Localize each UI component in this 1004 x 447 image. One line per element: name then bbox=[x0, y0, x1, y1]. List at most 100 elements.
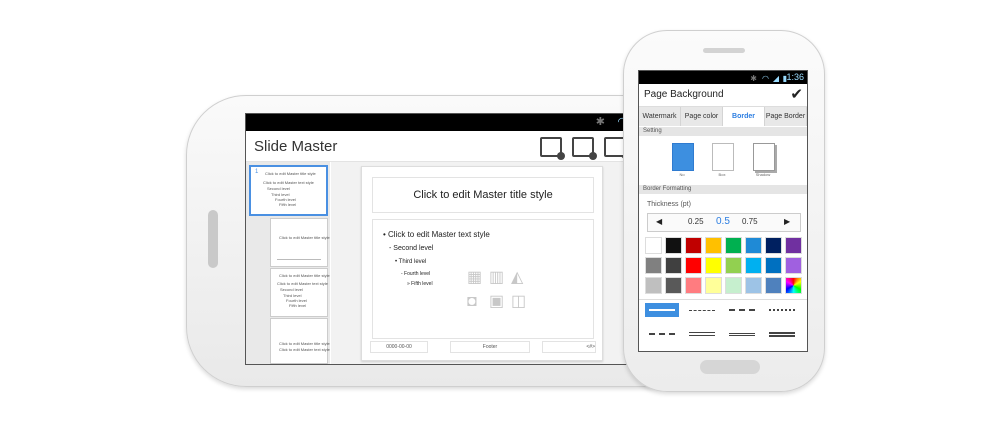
color-swatch[interactable] bbox=[765, 277, 782, 294]
movie-icon[interactable]: ◫ bbox=[511, 293, 527, 310]
border-setting-none[interactable] bbox=[672, 143, 694, 171]
thumbnail-line: Click to edit Master text style bbox=[277, 281, 328, 286]
arrow-left-icon[interactable]: ◀ bbox=[656, 217, 663, 226]
clock: 1:36 bbox=[786, 72, 804, 82]
table-icon[interactable]: ▦ bbox=[467, 269, 483, 286]
line-style-solid[interactable] bbox=[645, 303, 679, 317]
color-swatch[interactable] bbox=[665, 277, 682, 294]
app-title: Slide Master bbox=[254, 138, 338, 155]
border-setting-box[interactable] bbox=[712, 143, 734, 171]
camera-icon[interactable]: ◘ bbox=[467, 293, 477, 310]
border-setting-shadow[interactable] bbox=[753, 143, 775, 171]
section-setting: Setting bbox=[639, 127, 807, 136]
thumbnail-line: Fourth level bbox=[286, 298, 307, 303]
line-style-double[interactable] bbox=[685, 327, 719, 341]
color-swatch[interactable] bbox=[785, 237, 802, 254]
tab-border[interactable]: Border bbox=[723, 107, 765, 126]
signal-icon: ◢ bbox=[772, 74, 779, 83]
arrow-right-icon[interactable]: ▶ bbox=[784, 217, 791, 226]
line-sample bbox=[769, 331, 795, 337]
home-button bbox=[700, 360, 760, 374]
date-placeholder[interactable]: 0000-00-00 bbox=[370, 341, 428, 353]
line-style-dotted[interactable] bbox=[765, 303, 799, 317]
tab-watermark[interactable]: Watermark bbox=[639, 107, 681, 126]
battery-icon: ▮ bbox=[782, 74, 787, 83]
setting-caption: Shadow bbox=[755, 172, 771, 177]
color-swatch[interactable] bbox=[665, 257, 682, 274]
thumbnail-layout[interactable]: Click to edit Master title style bbox=[270, 218, 330, 267]
line-sample bbox=[649, 309, 675, 311]
thickness-option-selected[interactable]: 0.5 bbox=[716, 216, 730, 227]
thumbnail-line: Click to edit Master text style bbox=[279, 347, 330, 352]
text-level-1: • Click to edit Master text style bbox=[383, 230, 490, 239]
color-swatch[interactable] bbox=[745, 237, 762, 254]
tab-page-border[interactable]: Page Border bbox=[765, 107, 807, 126]
thumbnail-layout[interactable]: Click to edit Master title style Click t… bbox=[270, 318, 330, 364]
color-swatch[interactable] bbox=[685, 237, 702, 254]
new-layout-icon[interactable] bbox=[572, 137, 597, 160]
bluetooth-icon: ✱ bbox=[750, 74, 757, 83]
color-swatch[interactable] bbox=[645, 257, 662, 274]
portrait-screen: ✱ ◠ ◢ ▮ 1:36 Page Background ✔ Watermark… bbox=[638, 70, 808, 352]
app-bar: Slide Master bbox=[246, 131, 651, 162]
thickness-option[interactable]: 0.75 bbox=[742, 217, 758, 226]
footer-placeholder[interactable]: Footer bbox=[450, 341, 530, 353]
color-swatch[interactable] bbox=[705, 237, 722, 254]
bluetooth-icon: ✱ bbox=[595, 116, 605, 128]
text-placeholder[interactable]: • Click to edit Master text style - Seco… bbox=[372, 219, 594, 339]
color-swatch[interactable] bbox=[765, 237, 782, 254]
color-swatch[interactable] bbox=[765, 257, 782, 274]
color-swatch[interactable] bbox=[785, 277, 802, 294]
slide-canvas-area: Click to edit Master title style • Click… bbox=[331, 162, 651, 364]
line-sample bbox=[769, 309, 795, 311]
color-swatch[interactable] bbox=[665, 237, 682, 254]
check-icon[interactable]: ✔ bbox=[790, 86, 803, 103]
color-swatch[interactable] bbox=[725, 237, 742, 254]
tab-bar: Watermark Page color Border Page Border bbox=[639, 107, 807, 126]
line-style-dash-dot[interactable] bbox=[685, 303, 719, 317]
color-swatch[interactable] bbox=[705, 277, 722, 294]
line-sample bbox=[729, 332, 755, 336]
thumbnail-line: Second level bbox=[280, 287, 303, 292]
thumbnail-title: Click to edit Master title style bbox=[279, 341, 330, 346]
color-swatch[interactable] bbox=[725, 257, 742, 274]
color-swatch[interactable] bbox=[685, 257, 702, 274]
thumbnail-number: 1 bbox=[255, 169, 259, 175]
color-swatch[interactable] bbox=[745, 257, 762, 274]
setting-caption: No bbox=[679, 172, 685, 177]
line-style-dashed[interactable] bbox=[725, 303, 759, 317]
dialog-title: Page Background bbox=[644, 89, 724, 100]
video-icon[interactable]: ▣ bbox=[489, 293, 505, 310]
title-placeholder[interactable]: Click to edit Master title style bbox=[372, 177, 594, 213]
thumbnail-line: Third level bbox=[283, 293, 302, 298]
line-sample bbox=[649, 333, 675, 335]
picture-icon[interactable]: ◭ bbox=[511, 269, 524, 286]
new-slide-master-icon[interactable] bbox=[540, 137, 565, 160]
color-swatch[interactable] bbox=[705, 257, 722, 274]
chart-icon[interactable]: ▥ bbox=[489, 269, 505, 286]
line-style-thin-thick[interactable] bbox=[765, 327, 799, 341]
color-swatch[interactable] bbox=[685, 277, 702, 294]
text-level-4: - Fourth level bbox=[401, 271, 431, 277]
thickness-option[interactable]: 0.25 bbox=[688, 217, 704, 226]
text-level-3: • Third level bbox=[395, 259, 427, 265]
line-style-dash-dot-dot[interactable] bbox=[645, 327, 679, 341]
landscape-phone-button bbox=[208, 210, 218, 268]
thumbnail-title: Click to edit Master title style bbox=[279, 273, 330, 278]
thumbnail-layout[interactable]: Click to edit Master title style Click t… bbox=[270, 268, 330, 317]
color-swatch[interactable] bbox=[645, 237, 662, 254]
landscape-screen: ✱ ◠ ▮ Slide Master 1 Click to edit Maste… bbox=[245, 113, 652, 365]
thickness-selector[interactable]: ◀ 0.25 0.5 0.75 ▶ bbox=[647, 213, 801, 232]
slide-number-placeholder[interactable]: <#> bbox=[542, 341, 596, 353]
line-style-thick-thin[interactable] bbox=[725, 327, 759, 341]
thumbnail-line: Second level bbox=[267, 186, 290, 191]
color-swatch[interactable] bbox=[725, 277, 742, 294]
setting-caption: Box bbox=[718, 172, 726, 177]
slide-master-canvas: Click to edit Master title style • Click… bbox=[361, 166, 603, 361]
color-swatch[interactable] bbox=[645, 277, 662, 294]
color-swatch[interactable] bbox=[745, 277, 762, 294]
thumbnail-master[interactable]: 1 Click to edit Master title style Click… bbox=[249, 165, 328, 216]
color-swatch[interactable] bbox=[785, 257, 802, 274]
slide-thumbnails-panel: 1 Click to edit Master title style Click… bbox=[246, 162, 330, 364]
tab-page-color[interactable]: Page color bbox=[681, 107, 723, 126]
